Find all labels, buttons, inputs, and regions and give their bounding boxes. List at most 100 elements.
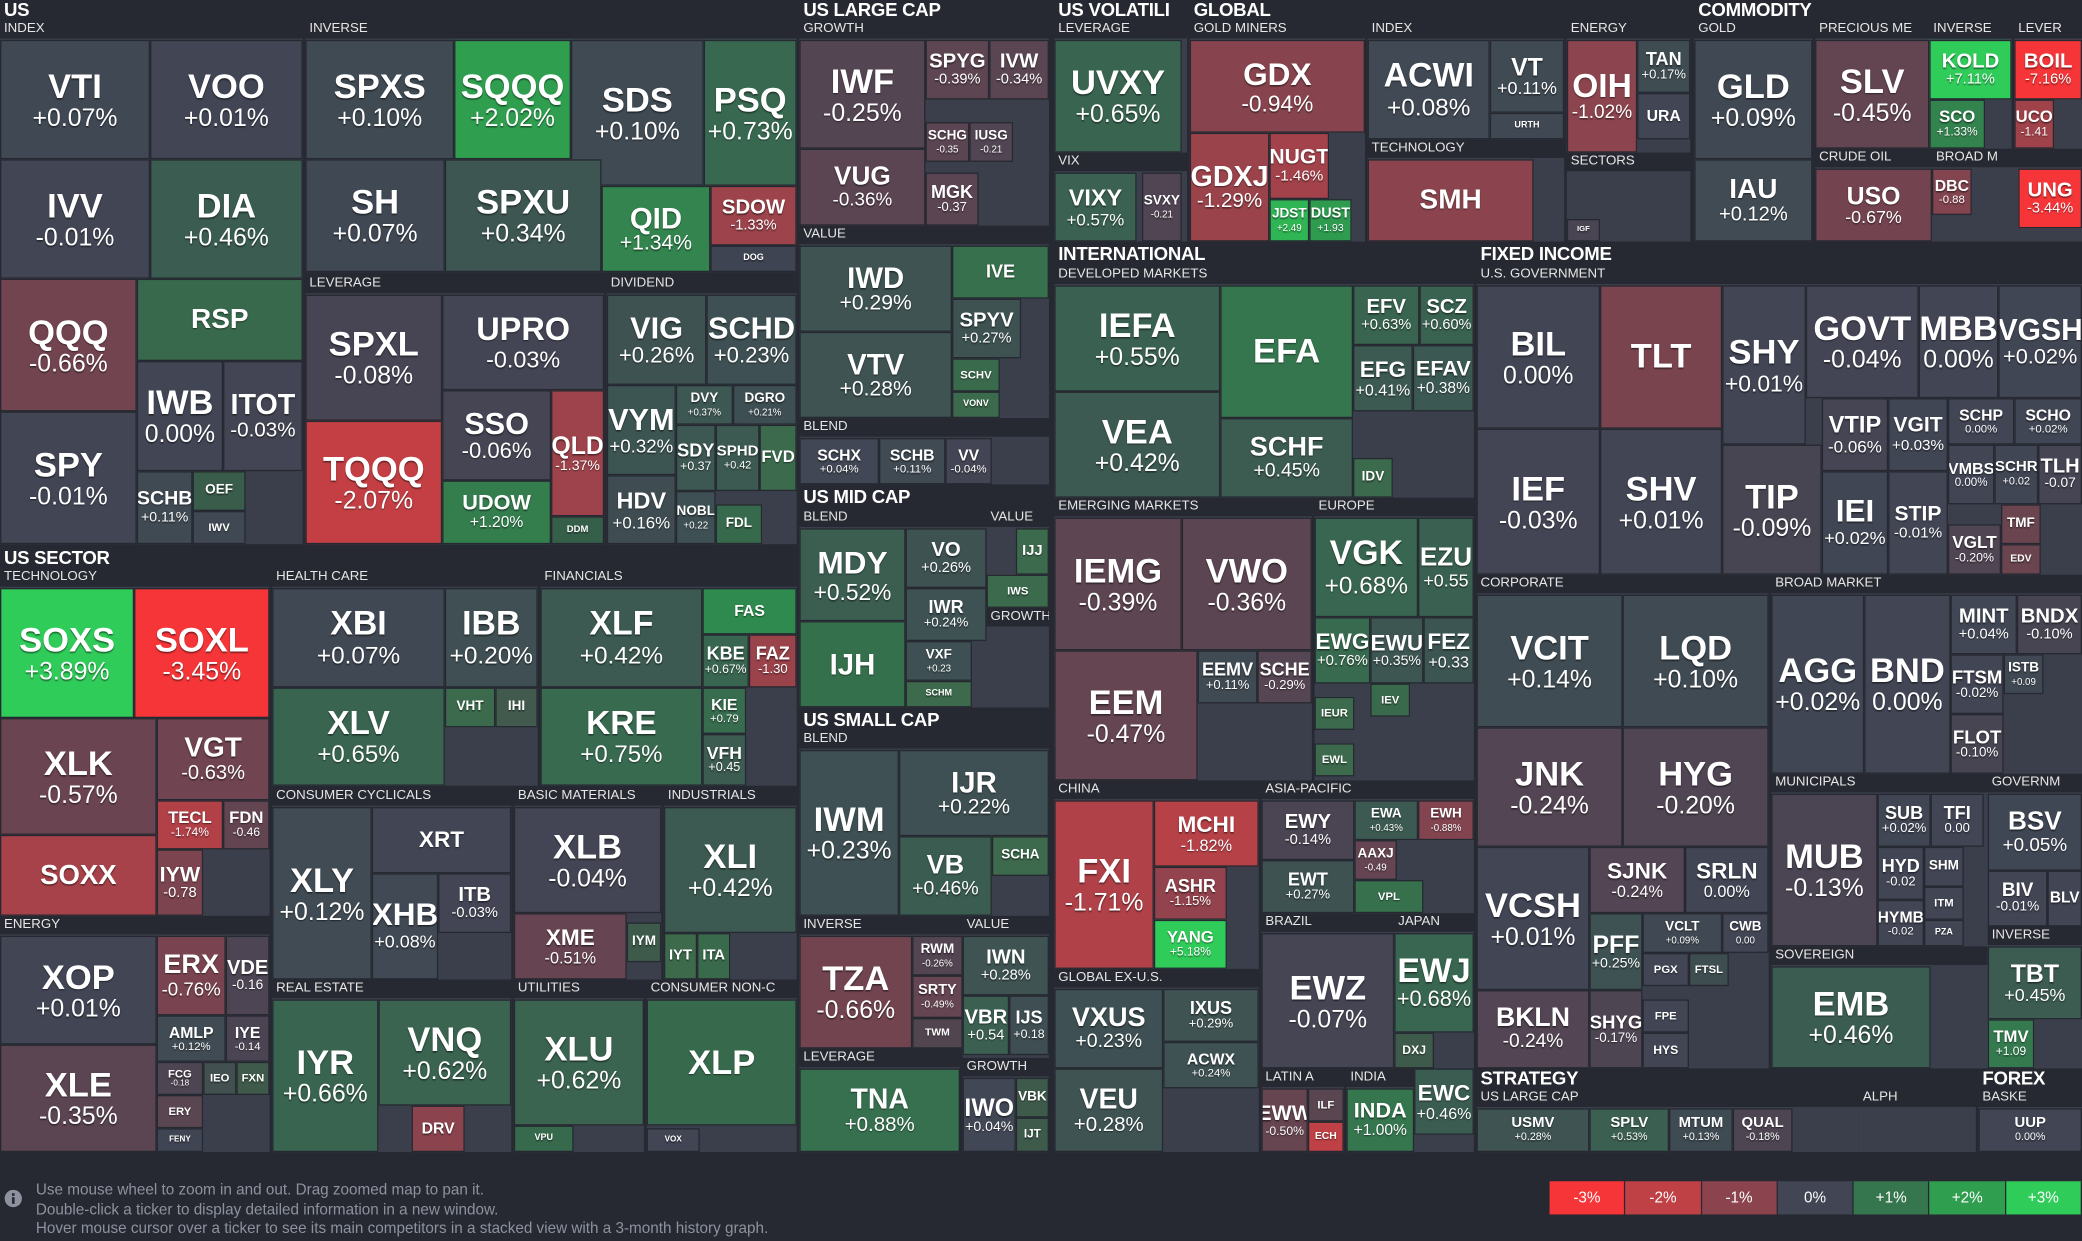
ticker-tile[interactable]: FAS <box>702 587 797 635</box>
ticker-tile[interactable]: VTV +0.28% <box>799 331 953 419</box>
ticker-tile[interactable]: BKLN -0.24% <box>1476 990 1590 1069</box>
ticker-tile[interactable]: VCSH +0.01% <box>1476 846 1590 991</box>
ticker-tile[interactable]: VDE -0.16 <box>225 935 270 1016</box>
ticker-tile[interactable]: VMBS 0.00% <box>1947 444 1995 505</box>
ticker-tile[interactable]: XME -0.51% <box>513 913 627 980</box>
ticker-tile[interactable]: SOXL -3.45% <box>134 587 270 719</box>
ticker-tile[interactable]: IJT <box>1015 1117 1049 1153</box>
ticker-tile[interactable]: VUG -0.36% <box>799 148 926 226</box>
ticker-tile[interactable]: IJS +0.18 <box>1009 995 1049 1056</box>
ticker-tile[interactable]: DGRO +0.21% <box>732 384 797 425</box>
ticker-tile[interactable]: HYS <box>1642 1032 1689 1069</box>
ticker-tile[interactable]: TFI 0.00 <box>1930 793 1984 847</box>
ticker-tile[interactable]: GOVT -0.04% <box>1805 285 1919 399</box>
ticker-tile[interactable]: SCHX +0.04% <box>799 437 880 485</box>
ticker-tile[interactable]: FENY <box>156 1128 204 1153</box>
ticker-tile[interactable]: XLB -0.04% <box>513 806 662 914</box>
ticker-tile[interactable]: SOXX <box>0 834 157 916</box>
ticker-tile[interactable]: SPLV +0.53% <box>1589 1108 1670 1153</box>
ticker-tile[interactable]: YANG +5.18% <box>1153 919 1227 969</box>
ticker-tile[interactable]: NOBL +0.22 <box>675 491 716 545</box>
ticker-tile[interactable]: SCHG -0.35 <box>925 122 970 162</box>
ticker-tile[interactable]: TWM <box>912 1018 963 1049</box>
ticker-tile[interactable]: DBC -0.88 <box>1931 168 1972 216</box>
ticker-tile[interactable]: EMB +0.46% <box>1771 966 1931 1069</box>
ticker-tile[interactable]: AMLP +0.12% <box>156 1015 226 1062</box>
ticker-tile[interactable]: MGK -0.37 <box>925 172 979 226</box>
ticker-tile[interactable]: ASHR -1.15% <box>1153 866 1227 920</box>
ticker-tile[interactable]: SQQQ +2.02% <box>454 39 571 160</box>
ticker-tile[interactable]: CWB 0.00 <box>1722 913 1769 953</box>
ticker-tile[interactable]: IVV -0.01% <box>0 159 151 279</box>
ticker-tile[interactable]: TQQQ -2.07% <box>305 420 443 545</box>
ticker-tile[interactable]: SDOW -1.33% <box>710 185 797 246</box>
ticker-tile[interactable]: EWU +0.35% <box>1370 617 1424 684</box>
ticker-tile[interactable]: VGK +0.68% <box>1314 517 1419 618</box>
ticker-tile[interactable]: SOXS +3.89% <box>0 587 135 719</box>
ticker-tile[interactable]: XLI +0.42% <box>663 806 797 934</box>
ticker-tile[interactable]: SSO -0.06% <box>442 390 552 481</box>
ticker-tile[interactable]: FEZ +0.33 <box>1423 617 1474 684</box>
ticker-tile[interactable]: SPYV +0.27% <box>952 298 1022 359</box>
ticker-tile[interactable]: HYD -0.02 <box>1877 846 1924 900</box>
ticker-tile[interactable]: SCHM <box>905 680 972 708</box>
ticker-tile[interactable]: HYMB -0.02 <box>1877 899 1924 947</box>
ticker-tile[interactable]: SPXS +0.10% <box>305 39 455 160</box>
ticker-tile[interactable]: UDOW +1.20% <box>442 480 552 545</box>
ticker-tile[interactable]: VGIT +0.03% <box>1888 398 1948 472</box>
ticker-tile[interactable]: XLU +0.62% <box>513 999 644 1126</box>
ticker-tile[interactable]: FAZ -1.30 <box>748 634 797 688</box>
ticker-tile[interactable]: VBR +0.54 <box>962 995 1010 1056</box>
ticker-tile[interactable]: SPXL -0.08% <box>305 294 443 421</box>
ticker-tile[interactable]: IJR +0.22% <box>898 749 1049 837</box>
ticker-tile[interactable]: UPRO -0.03% <box>442 294 605 391</box>
ticker-tile[interactable]: PGX <box>1642 952 1689 987</box>
ticker-tile[interactable]: VONV <box>952 391 1000 419</box>
ticker-tile[interactable]: VO +0.26% <box>905 528 987 588</box>
ticker-tile[interactable]: UNG -3.44% <box>2018 168 2082 229</box>
ticker-tile[interactable]: TMF <box>2001 504 2041 545</box>
ticker-tile[interactable]: DXJ <box>1394 1032 1435 1069</box>
ticker-tile[interactable]: IWN +0.28% <box>962 935 1049 996</box>
ticker-tile[interactable]: SPYG -0.39% <box>925 39 990 100</box>
ticker-tile[interactable]: XLF +0.42% <box>540 587 703 688</box>
ticker-tile[interactable]: EWJ +0.68% <box>1394 933 1474 1033</box>
ticker-tile[interactable]: SJNK -0.24% <box>1589 846 1685 914</box>
ticker-tile[interactable]: TBT +0.45% <box>1987 946 2082 1020</box>
ticker-tile[interactable]: EWG +0.76% <box>1314 617 1371 684</box>
ticker-tile[interactable]: GDXJ -1.29% <box>1189 132 1270 242</box>
ticker-tile[interactable]: VTIP -0.06% <box>1821 398 1889 472</box>
ticker-tile[interactable]: SHY +0.01% <box>1722 285 1806 445</box>
ticker-tile[interactable]: FLOT -0.10% <box>1950 714 2004 774</box>
ticker-tile[interactable]: KBE +0.67% <box>702 634 749 688</box>
ticker-tile[interactable]: EFG +0.41% <box>1353 345 1413 412</box>
ticker-tile[interactable]: UCO -1.41 <box>2014 99 2055 149</box>
ticker-tile[interactable]: ACWI +0.08% <box>1367 39 1490 140</box>
ticker-tile[interactable]: IHI <box>495 687 538 728</box>
ticker-tile[interactable]: MCHI -1.82% <box>1153 800 1259 867</box>
ticker-tile[interactable]: BIL 0.00% <box>1476 285 1601 429</box>
ticker-tile[interactable]: SHM <box>1923 846 1964 887</box>
ticker-tile[interactable]: GDX -0.94% <box>1189 39 1365 133</box>
ticker-tile[interactable]: XLV +0.65% <box>272 687 445 786</box>
ticker-tile[interactable]: IVE <box>952 245 1049 299</box>
ticker-tile[interactable]: OEF <box>192 471 246 511</box>
ticker-tile[interactable]: XLE -0.35% <box>0 1044 157 1153</box>
ticker-tile[interactable]: LQD +0.10% <box>1622 594 1769 728</box>
ticker-tile[interactable]: MBB 0.00% <box>1918 285 1999 399</box>
ticker-tile[interactable]: SCHD +0.23% <box>706 294 797 385</box>
ticker-tile[interactable]: EEMV +0.11% <box>1197 650 1258 704</box>
ticker-tile[interactable]: FTSL <box>1688 952 1729 987</box>
ticker-tile[interactable]: BSV +0.05% <box>1987 793 2082 871</box>
ticker-tile[interactable]: VHT <box>444 687 496 728</box>
ticker-tile[interactable]: BLV <box>2047 870 2082 927</box>
ticker-tile[interactable]: DIA +0.46% <box>150 159 303 279</box>
ticker-tile[interactable]: VEU +0.28% <box>1054 1068 1164 1153</box>
ticker-tile[interactable]: XBI +0.07% <box>272 587 445 688</box>
ticker-tile[interactable]: SCHE -0.29% <box>1257 650 1312 704</box>
ticker-tile[interactable]: IWV <box>192 510 246 545</box>
ticker-tile[interactable]: ERY <box>156 1094 204 1129</box>
ticker-tile[interactable]: SLV -0.45% <box>1815 39 1930 149</box>
ticker-tile[interactable]: EEM -0.47% <box>1054 650 1198 781</box>
ticker-tile[interactable]: TLT <box>1600 285 1723 429</box>
